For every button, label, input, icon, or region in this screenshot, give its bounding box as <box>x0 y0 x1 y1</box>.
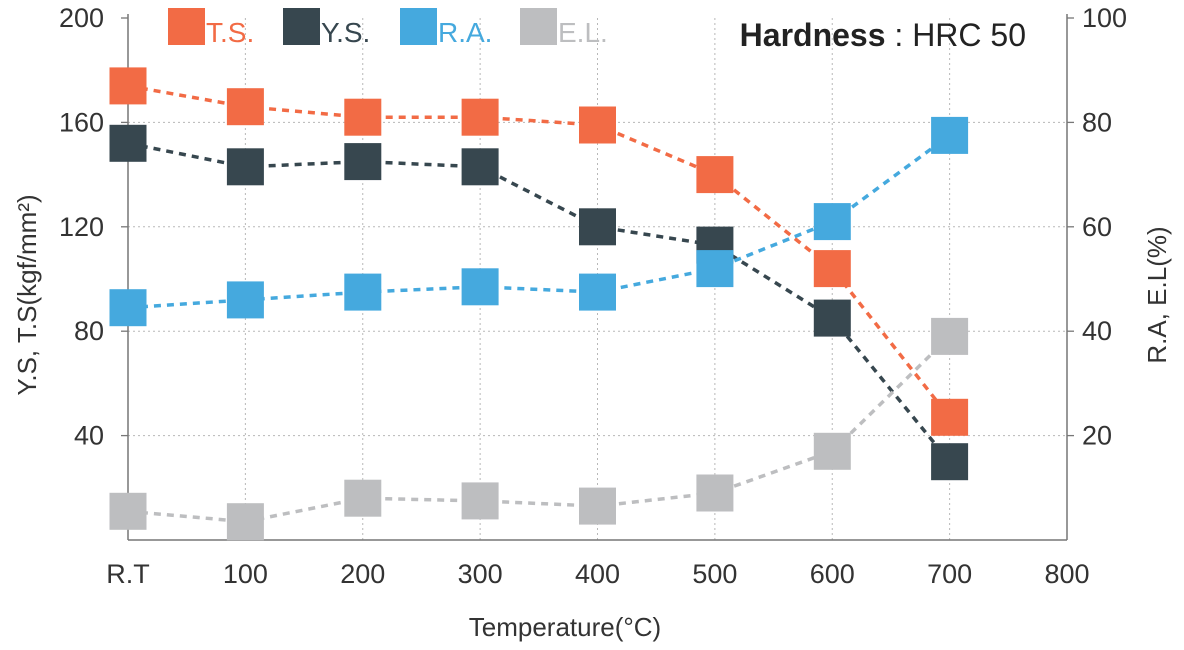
x-tick-label: 800 <box>1044 559 1089 589</box>
legend-label-r-a: R.A. <box>438 17 492 48</box>
hardness-annotation: Hardness : HRC 50 <box>740 17 1026 53</box>
series-markers <box>109 67 969 541</box>
y-tick-label-left: 120 <box>59 212 104 242</box>
legend-label-e-l: E.L. <box>558 17 608 48</box>
x-tick-label: R.T <box>106 559 150 589</box>
y-tick-label-left: 80 <box>74 316 104 346</box>
hardness-annotation-rest: : HRC 50 <box>886 17 1026 53</box>
legend-swatch-t-s <box>168 8 205 45</box>
y-tick-label-left: 40 <box>74 421 104 451</box>
hardness-annotation-bold: Hardness <box>740 17 886 53</box>
marker-r-a <box>344 273 382 311</box>
legend: T.S. Y.S. R.A. E.L. <box>168 8 608 48</box>
marker-e-l <box>461 482 499 520</box>
series-line-e-l <box>127 335 951 524</box>
marker-t-s <box>226 88 264 126</box>
marker-y-s <box>579 208 616 246</box>
legend-swatch-y-s <box>283 8 320 45</box>
legend-label-t-s: T.S. <box>206 17 254 48</box>
legend-swatch-r-a <box>400 8 437 45</box>
series-line-y-s <box>127 141 951 463</box>
series-line-r-a <box>127 133 951 310</box>
legend-label-y-s: Y.S. <box>321 17 370 48</box>
y-tick-label-right: 60 <box>1082 212 1112 242</box>
marker-r-a <box>109 289 147 327</box>
marker-e-l <box>579 487 616 525</box>
marker-t-s <box>461 98 499 136</box>
marker-y-s <box>226 148 264 186</box>
marker-e-l <box>109 492 147 530</box>
y-tick-label-left: 160 <box>59 107 104 137</box>
axes: R.T 100 200 300 400 500 600 700 800 40 80 120 160 200… <box>59 3 1127 589</box>
y-tick-label-left: 200 <box>59 3 104 33</box>
marker-r-a <box>226 281 264 319</box>
series-lines <box>127 84 951 524</box>
marker-y-s <box>109 124 147 162</box>
marker-t-s <box>696 156 734 194</box>
legend-swatch-e-l <box>520 8 557 45</box>
marker-t-s <box>344 98 382 136</box>
x-tick-label: 300 <box>458 559 503 589</box>
y-tick-label-right: 80 <box>1082 107 1112 137</box>
marker-e-l <box>931 317 969 355</box>
x-tick-label: 500 <box>692 559 737 589</box>
x-tick-label: 600 <box>810 559 855 589</box>
x-axis-title: Temperature(°C) <box>469 612 661 642</box>
marker-e-l <box>344 479 382 517</box>
marker-t-s <box>931 398 969 436</box>
marker-r-a <box>813 203 851 241</box>
y-axis-left-title: Y.S, T.S(kgf/mm²) <box>12 194 42 395</box>
marker-y-s <box>813 299 851 337</box>
marker-y-s <box>931 443 969 481</box>
marker-y-s <box>461 148 499 186</box>
marker-t-s <box>579 106 616 144</box>
x-tick-label: 700 <box>927 559 972 589</box>
marker-e-l <box>813 432 851 470</box>
marker-r-a <box>579 273 616 311</box>
y-tick-label-right: 40 <box>1082 316 1112 346</box>
y-axis-right-title: R.A, E.L(%) <box>1142 226 1172 363</box>
marker-e-l <box>226 503 264 541</box>
marker-r-a <box>461 268 499 306</box>
x-tick-label: 200 <box>340 559 385 589</box>
marker-y-s <box>344 143 382 181</box>
marker-e-l <box>696 474 734 512</box>
marker-r-a <box>696 250 734 288</box>
y-tick-label-right: 20 <box>1082 421 1112 451</box>
marker-t-s <box>813 250 851 288</box>
marker-r-a <box>931 116 969 154</box>
marker-t-s <box>109 67 147 105</box>
x-tick-label: 100 <box>223 559 268 589</box>
x-tick-label: 400 <box>575 559 620 589</box>
y-tick-label-right: 100 <box>1082 3 1127 33</box>
